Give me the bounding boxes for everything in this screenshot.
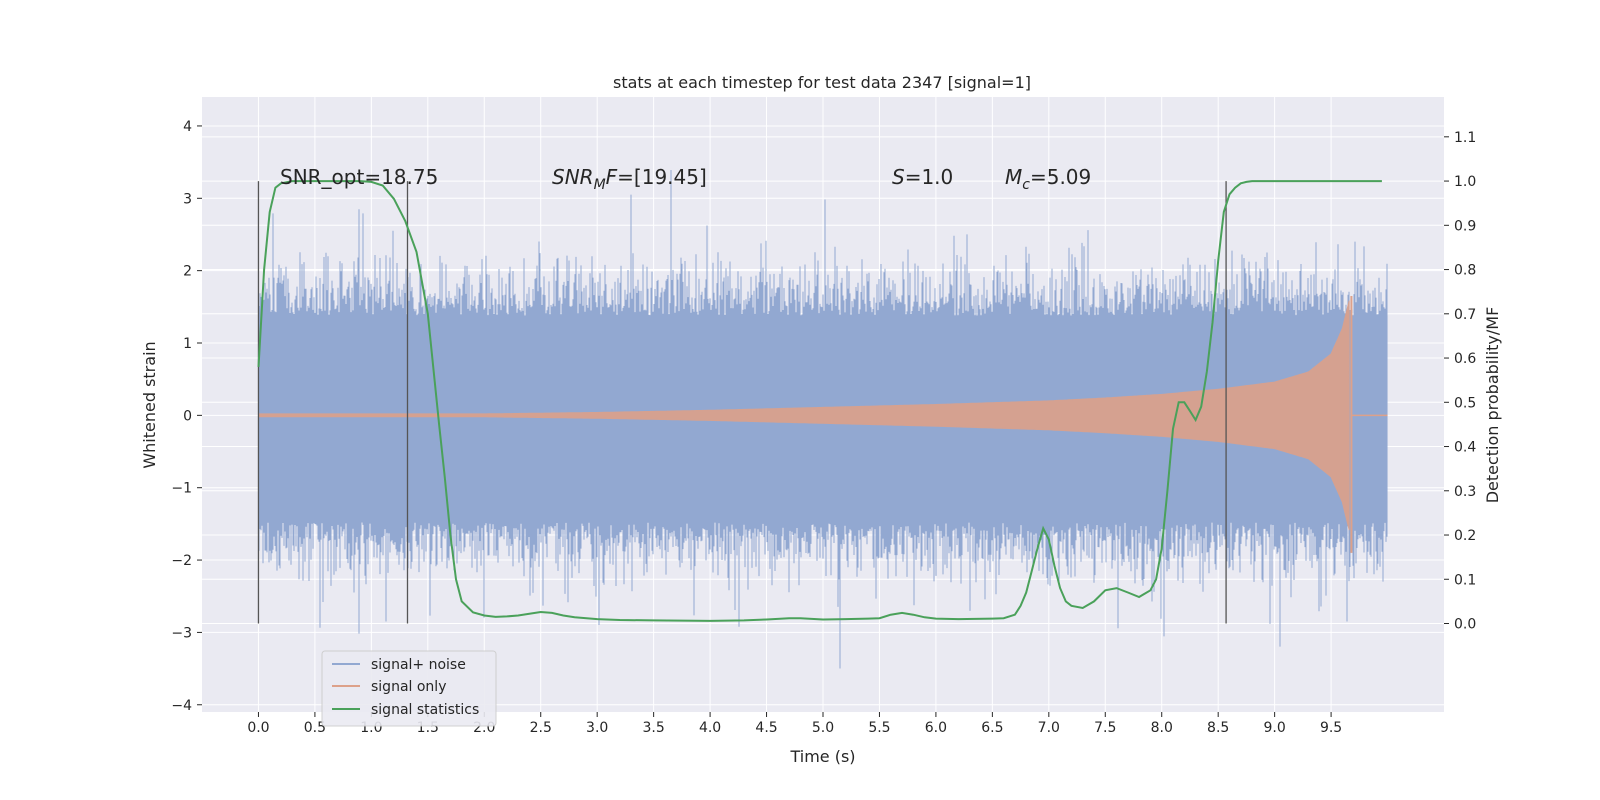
y-tick-label: −2 [171, 553, 192, 569]
x-tick-label: 9.0 [1264, 720, 1286, 736]
y-tick-label: −1 [171, 481, 192, 497]
y2-tick-label: 0.8 [1454, 263, 1476, 279]
y-tick-label: −4 [171, 698, 192, 714]
y2-axis-label: Detection probability/MF [1483, 307, 1502, 504]
signal-envelope [258, 300, 1350, 531]
series-signal-statistics [257, 180, 1382, 622]
x-axis-ticks: 0.0 0.5 1.0 1.5 2.0 2.5 3.0 3.5 4.0 4.5 5.0 5.5 6.0 6… [247, 712, 1342, 736]
x-tick-label: 4.0 [699, 720, 721, 736]
y2-tick-label: 0.2 [1454, 528, 1476, 544]
marker-vertical-lines [257, 181, 1227, 624]
y2-tick-label: 0.7 [1454, 307, 1476, 323]
legend-box [321, 650, 497, 727]
x-tick-label: 8.0 [1151, 720, 1173, 736]
y2-axis-ticks: 0.0 0.1 0.2 0.3 0.4 0.5 0.6 0.7 0.8 0.9 1.0 1.1 [1444, 130, 1476, 633]
legend: signal+ noise signal only signal statist… [321, 650, 497, 727]
x-tick-label: 4.5 [755, 720, 777, 736]
x-tick-label: 3.5 [643, 720, 665, 736]
legend-label-signal-plus-noise: signal+ noise [371, 657, 466, 673]
y2-tick-label: 0.4 [1454, 440, 1476, 456]
annotation-snr-opt: SNR_opt=18.75 [280, 165, 438, 189]
y-tick-label: 1 [183, 336, 192, 352]
y2-tick-label: 0.9 [1454, 218, 1476, 234]
x-tick-label: 3.0 [586, 720, 608, 736]
signal-statistics-line [257, 180, 1382, 622]
y2-tick-label: 1.1 [1454, 130, 1476, 146]
x-tick-label: 6.5 [981, 720, 1003, 736]
y2-tick-label: 1.0 [1454, 174, 1476, 190]
y2-tick-label: 0.0 [1454, 617, 1476, 633]
x-tick-label: 5.0 [812, 720, 834, 736]
x-tick-label: 2.5 [530, 720, 552, 736]
x-axis-label: Time (s) [789, 747, 855, 766]
x-tick-label: 8.5 [1207, 720, 1229, 736]
x-tick-label: 0.0 [247, 720, 269, 736]
legend-label-signal-only: signal only [371, 679, 446, 695]
x-tick-label: 7.5 [1094, 720, 1116, 736]
y-tick-label: 4 [183, 119, 192, 135]
annotation-mc: Mc=5.09 [1005, 165, 1091, 193]
y-axis-ticks: −4 −3 −2 −1 0 1 2 3 4 [171, 119, 202, 714]
y-tick-label: 0 [183, 408, 192, 424]
x-tick-label: 9.5 [1320, 720, 1342, 736]
series-signal-only [258, 295, 1388, 553]
x-tick-label: 5.5 [868, 720, 890, 736]
y-tick-label: 3 [183, 191, 192, 207]
y-axis-label: Whitened strain [140, 341, 159, 468]
x-tick-label: 7.0 [1038, 720, 1060, 736]
y2-tick-label: 0.5 [1454, 395, 1476, 411]
x-tick-label: 0.5 [304, 720, 326, 736]
annotation-snr-mf: SNRMF=[19.45] [552, 165, 707, 193]
y2-tick-label: 0.3 [1454, 484, 1476, 500]
annotation-s: S=1.0 [892, 165, 953, 189]
y2-tick-label: 0.1 [1454, 572, 1476, 588]
y2-tick-label: 0.6 [1454, 351, 1476, 367]
chart-title: stats at each timestep for test data 234… [613, 73, 1031, 92]
legend-label-signal-statistics: signal statistics [371, 702, 479, 718]
y-tick-label: 2 [183, 264, 192, 280]
x-tick-label: 6.0 [925, 720, 947, 736]
y-tick-label: −3 [171, 625, 192, 641]
